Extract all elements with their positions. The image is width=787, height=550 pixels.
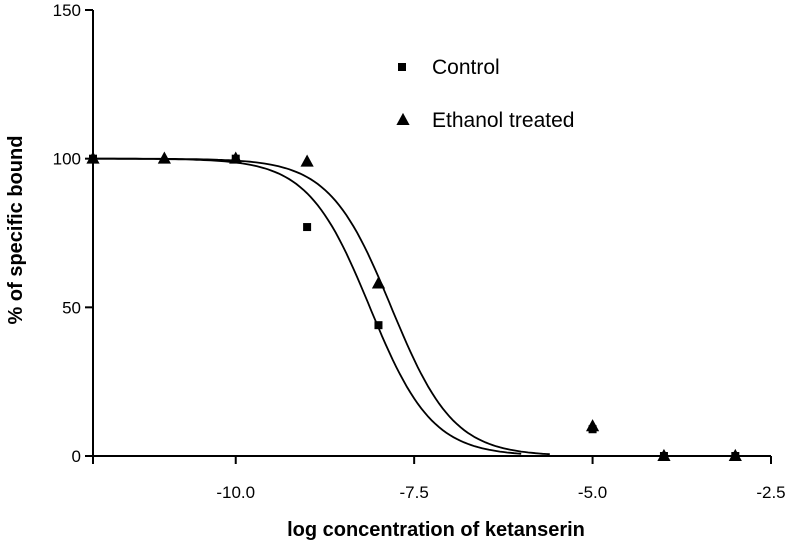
data-points [86,151,742,461]
ethanol-point [86,151,100,164]
ethanol-point [585,419,600,432]
y-tick-label: 50 [62,298,81,317]
legend-label: Control [432,56,500,79]
x-axis-title: log concentration of ketanserin [287,519,585,541]
ethanol-point [396,112,410,125]
fit-curve [93,157,522,455]
ethanol-point [229,151,243,164]
fit-curves [93,157,550,456]
y-tick-label: 150 [53,1,81,20]
ethanol-point [300,154,314,167]
control-point [374,321,383,330]
x-tick-label: -2.5 [756,483,785,502]
x-tick-label: -10.0 [216,483,255,502]
control-point [398,63,406,71]
y-axis-title: % of specific bound [5,136,27,325]
y-tick-label: 0 [72,447,81,466]
x-tick-label: -7.5 [400,483,429,502]
control-point [303,223,312,232]
legend: Control Ethanol treated [396,56,574,132]
ethanol-point [657,448,671,461]
x-tick-label: -5.0 [578,483,607,502]
ethanol-point [728,448,742,461]
legend-label: Ethanol treated [432,109,574,132]
fit-curve [93,157,550,456]
y-tick-label: 100 [53,150,81,169]
ethanol-point [371,276,386,289]
axes: 0 50 100 150 -10.0 -7.5 -5.0 -2.5 [53,1,786,502]
ethanol-point [157,151,171,164]
